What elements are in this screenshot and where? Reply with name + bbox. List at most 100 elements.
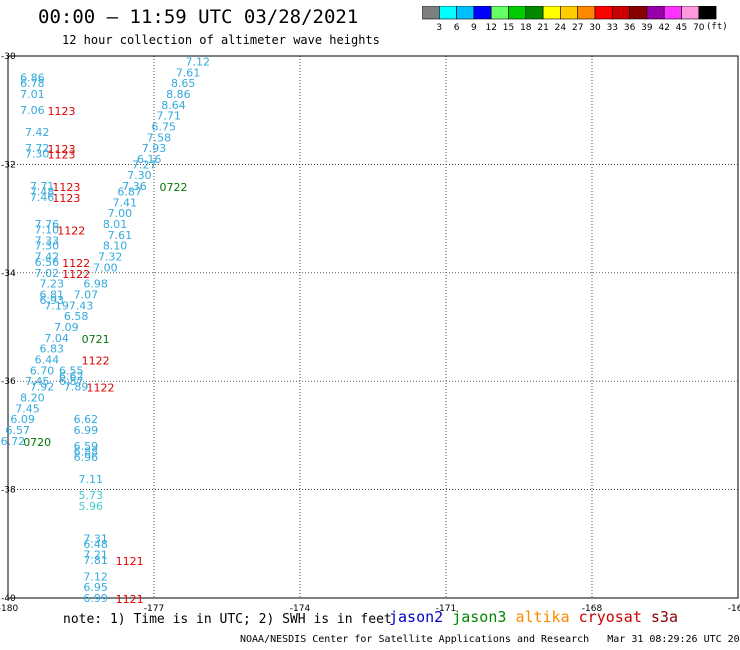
latitude-tick-label: -32 xyxy=(1,160,16,170)
color-scale-label: 45 xyxy=(676,23,687,33)
pass-time-label: 1122 xyxy=(62,268,90,281)
longitude-tick-label: -180 xyxy=(0,604,18,614)
swh-value-label: 6.09 xyxy=(10,413,35,426)
swh-value-label: 6.72 xyxy=(1,435,26,448)
swh-value-label: 7.81 xyxy=(83,554,108,567)
swh-value-label: 7.36 xyxy=(122,180,147,193)
swh-value-label: 7.42 xyxy=(25,126,50,139)
swh-value-label: 7.32 xyxy=(98,251,123,264)
swh-value-label: 8.64 xyxy=(161,99,186,112)
swh-value-label: 7.04 xyxy=(44,332,69,345)
swh-value-label: 7.27 xyxy=(132,158,157,171)
pass-time-label: 1123 xyxy=(48,143,76,156)
swh-value-label: 6.98 xyxy=(83,278,108,291)
map-frame xyxy=(7,55,739,599)
longitude-tick-label: -165 xyxy=(728,604,740,614)
note-text: note: 1) Time is in UTC; 2) SWH is in fe… xyxy=(63,612,392,627)
legend-entry-jason2: jason2 xyxy=(389,608,453,626)
footer-credit: NOAA/NESDIS Center for Satellite Applica… xyxy=(240,634,740,645)
swh-value-label: 7.02 xyxy=(35,267,60,280)
legend-entry-jason3: jason3 xyxy=(452,608,516,626)
color-scale-label: 70 xyxy=(693,23,705,33)
swh-value-label: 6.62 xyxy=(74,413,99,426)
map-title: 00:00 – 11:59 UTC 03/28/2021 xyxy=(38,6,359,28)
color-scale-label: 6 xyxy=(454,23,460,33)
swh-value-label: 7.71 xyxy=(30,180,55,193)
swh-value-label: 8.10 xyxy=(103,240,128,253)
swh-value-label: 5.73 xyxy=(78,489,103,502)
color-scale-label: 42 xyxy=(658,23,669,33)
swh-value-label: 6.16 xyxy=(137,153,162,166)
color-scale-label: 39 xyxy=(641,23,653,33)
swh-value-label: 7.45 xyxy=(25,375,50,388)
swh-value-label: 6.75 xyxy=(151,120,176,133)
swh-value-label: 7.76 xyxy=(35,218,60,231)
color-scale-label: 36 xyxy=(624,23,636,33)
swh-value-label: 7.30 xyxy=(35,240,60,253)
map-subtitle: 12 hour collection of altimeter wave hei… xyxy=(62,33,380,47)
pass-time-label: 1123 xyxy=(52,181,80,194)
swh-value-label: 6.86 xyxy=(20,72,45,85)
swh-value-label: 8.20 xyxy=(20,391,45,404)
color-scale-label: 21 xyxy=(537,23,548,33)
swh-value-label: 7.93 xyxy=(142,142,167,155)
swh-value-label: 7.42 xyxy=(35,251,60,264)
swh-value-label: 6.81 xyxy=(40,288,65,301)
satellite-legend: jason2 jason3 altika cryosat s3a xyxy=(389,608,678,626)
color-scale-label: 3 xyxy=(436,23,442,33)
longitude-tick-label: -177 xyxy=(144,604,164,614)
swh-value-label: 7.30 xyxy=(25,148,50,161)
pass-time-label: 1123 xyxy=(48,105,76,118)
pass-time-label: 1121 xyxy=(116,555,144,568)
swh-value-label: 6.70 xyxy=(30,364,55,377)
pass-time-label: 0722 xyxy=(159,181,187,194)
swh-value-label: 7.43 xyxy=(69,299,94,312)
swh-value-label: 7.01 xyxy=(20,88,45,101)
swh-value-label: 7.71 xyxy=(156,110,181,123)
color-scale-label: 9 xyxy=(471,23,477,33)
swh-value-label: 7.41 xyxy=(113,196,138,209)
swh-value-label: 8.01 xyxy=(103,218,128,231)
swh-value-label: 6.48 xyxy=(83,538,108,551)
swh-value-label: 7.89 xyxy=(64,381,89,394)
swh-value-label: 6.78 xyxy=(20,77,45,90)
swh-value-label: 7.00 xyxy=(93,261,118,274)
swh-value-label: 6.83 xyxy=(40,343,65,356)
pass-time-label: 1122 xyxy=(86,382,114,395)
pass-time-label: 1123 xyxy=(52,192,80,205)
swh-value-label: 6.87 xyxy=(59,375,84,388)
color-scale-label: 12 xyxy=(485,23,496,33)
swh-value-label: 7.31 xyxy=(83,532,108,545)
color-scale-swatch xyxy=(698,6,717,20)
swh-value-label: 7.21 xyxy=(83,549,108,562)
latitude-tick-label: -40 xyxy=(1,594,16,604)
swh-value-label: 6.87 xyxy=(117,186,142,199)
color-scale-label: 24 xyxy=(555,23,567,33)
legend-entry-s3a: s3a xyxy=(650,608,678,626)
swh-value-label: 7.46 xyxy=(30,191,55,204)
swh-value-label: 7.07 xyxy=(74,288,99,301)
swh-value-label: 7.06 xyxy=(20,104,45,117)
legend-entry-altika: altika xyxy=(515,608,579,626)
color-scale-label: 15 xyxy=(503,23,514,33)
latitude-tick-label: -30 xyxy=(1,52,16,62)
swh-value-label: 6.56 xyxy=(35,256,60,269)
legend-entry-cryosat: cryosat xyxy=(578,608,651,626)
color-scale-label: 18 xyxy=(520,23,532,33)
longitude-tick-label: -168 xyxy=(582,604,603,614)
color-scale-label: 33 xyxy=(607,23,618,33)
latitude-tick-label: -38 xyxy=(1,486,16,496)
swh-value-label: 7.33 xyxy=(35,234,60,247)
swh-value-label: 7.23 xyxy=(40,278,65,291)
swh-value-label: 6.93 xyxy=(40,294,65,307)
pass-time-label: 1122 xyxy=(57,224,85,237)
swh-value-label: 6.58 xyxy=(64,310,89,323)
swh-value-label: 7.19 xyxy=(44,299,69,312)
pass-time-label: 0720 xyxy=(23,436,51,449)
pass-time-label: 0721 xyxy=(82,333,110,346)
swh-value-label: 7.12 xyxy=(186,55,211,68)
swh-value-label: 8.86 xyxy=(166,88,191,101)
pass-time-label: 1123 xyxy=(48,149,76,162)
swh-value-label: 6.59 xyxy=(74,440,99,453)
swh-value-label: 6.55 xyxy=(59,364,84,377)
